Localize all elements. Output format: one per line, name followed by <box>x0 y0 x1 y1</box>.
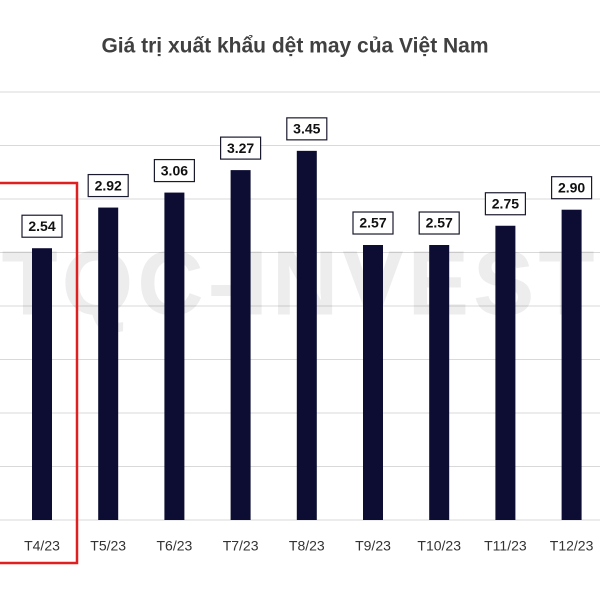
value-label: 2.90 <box>558 179 585 195</box>
x-tick-label: T8/23 <box>289 538 325 554</box>
highlight-box <box>0 181 79 565</box>
bar <box>230 170 251 521</box>
chart-title: Giá trị xuất khẩu dệt may của Việt Nam <box>101 35 488 58</box>
bar <box>561 209 582 520</box>
value-label-box <box>286 117 328 141</box>
bar <box>429 245 450 520</box>
bar <box>296 150 317 520</box>
value-label-box <box>153 158 195 183</box>
value-label-box <box>550 176 593 200</box>
value-label-box <box>87 173 129 198</box>
value-label: 2.54 <box>28 218 55 234</box>
value-label-box <box>484 192 526 216</box>
bar <box>98 207 119 520</box>
bar <box>164 192 185 520</box>
bar <box>363 245 383 520</box>
x-tick-label: T5/23 <box>90 538 126 554</box>
x-tick-label: T9/23 <box>355 538 391 554</box>
bar <box>495 225 516 520</box>
bar <box>32 248 52 520</box>
value-label-box <box>21 214 63 238</box>
value-label-box <box>220 136 262 160</box>
value-label: 3.27 <box>227 140 254 156</box>
value-label-box <box>352 211 394 235</box>
value-label: 2.92 <box>95 177 122 193</box>
value-label: 3.06 <box>161 162 188 178</box>
value-label: 2.75 <box>492 195 519 211</box>
x-tick-label: T6/23 <box>156 538 192 554</box>
x-tick-label: T11/23 <box>484 538 527 554</box>
value-label-box <box>418 211 460 235</box>
value-label: 3.45 <box>293 121 320 137</box>
x-tick-label: T10/23 <box>417 538 461 554</box>
x-tick-label: T12/23 <box>550 538 594 554</box>
x-tick-label: T4/23 <box>24 538 60 554</box>
x-tick-label: T7/23 <box>223 538 259 554</box>
value-label: 2.57 <box>426 215 453 231</box>
value-label: 2.57 <box>359 215 386 231</box>
